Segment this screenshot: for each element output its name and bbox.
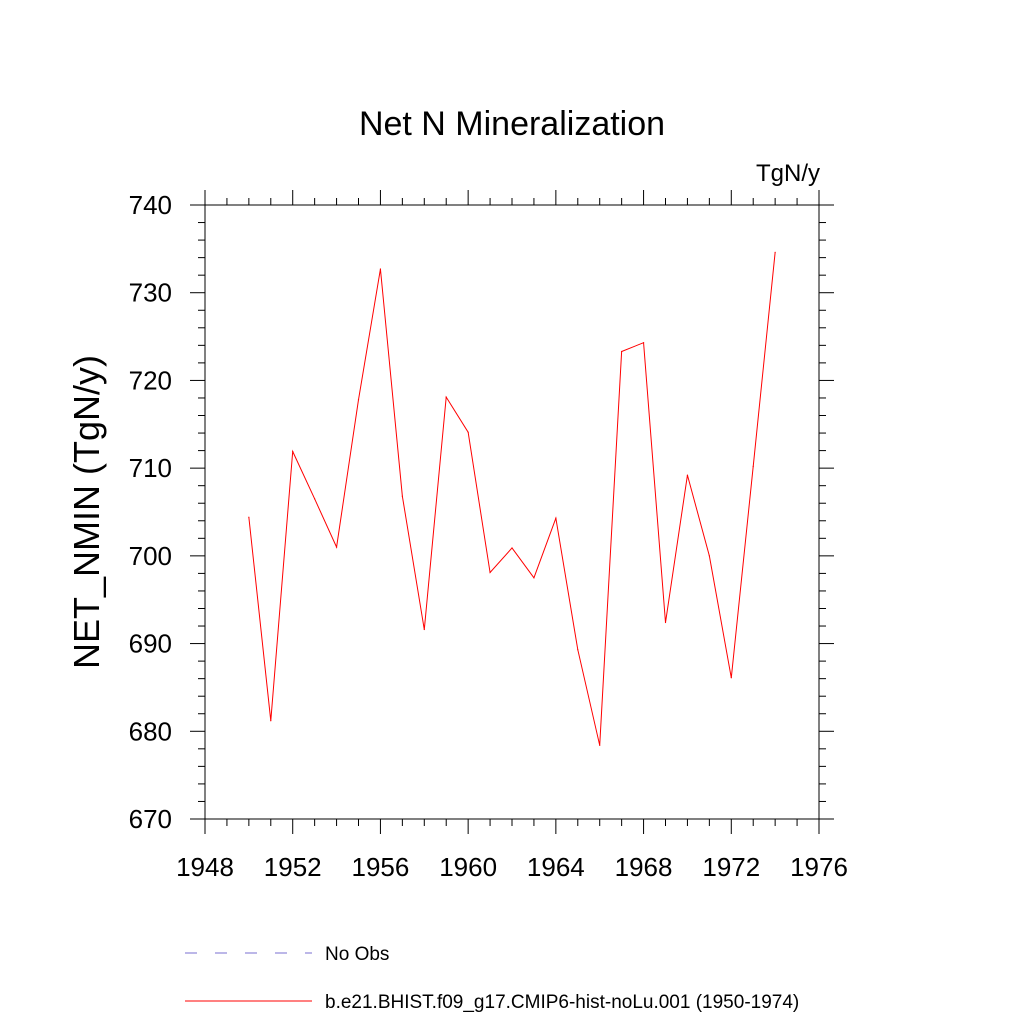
- data-point: [489, 571, 491, 574]
- data-point: [533, 577, 535, 579]
- data-point: [314, 498, 316, 500]
- data-point: [774, 251, 776, 253]
- y-tick-label: 700: [129, 541, 172, 571]
- data-point: [708, 555, 710, 557]
- data-point: [292, 450, 294, 453]
- y-tick-label: 740: [129, 190, 172, 220]
- legend-label-no-obs: No Obs: [325, 944, 389, 965]
- x-tick-labels: 1948 1952 1956 1960 1964 1968 1972 1976: [176, 852, 848, 882]
- x-tick-label: 1952: [264, 852, 322, 882]
- data-point: [270, 720, 272, 722]
- data-point: [752, 465, 754, 467]
- data-point: [642, 342, 645, 344]
- x-tick-label: 1956: [352, 852, 410, 882]
- x-tick-label: 1976: [790, 852, 848, 882]
- data-point: [599, 744, 601, 746]
- legend-label-run: b.e21.BHIST.f09_g17.CMIP6-hist-noLu.001 …: [325, 992, 799, 1013]
- chart-title: Net N Mineralization: [359, 105, 665, 143]
- x-tick-label: 1964: [527, 852, 585, 882]
- data-point: [577, 649, 579, 651]
- y-tick-label: 670: [129, 804, 172, 834]
- x-tick-label: 1972: [702, 852, 760, 882]
- data-point: [621, 350, 623, 353]
- y-tick-label: 690: [129, 629, 172, 659]
- y-axis-label: NET_NMIN (TgN/y): [66, 355, 107, 669]
- x-tick-label: 1960: [439, 852, 497, 882]
- data-point: [423, 628, 425, 631]
- data-point: [664, 621, 667, 624]
- data-point: [248, 516, 250, 518]
- data-point: [467, 431, 469, 433]
- series-layer: [248, 251, 776, 746]
- data-point: [335, 546, 338, 548]
- y-tick-label: 710: [129, 453, 172, 483]
- legend: No Obs b.e21.BHIST.f09_g17.CMIP6-hist-no…: [185, 944, 799, 1013]
- series-line: [248, 252, 776, 746]
- data-point: [730, 677, 732, 679]
- x-tick-label: 1948: [176, 852, 234, 882]
- data-point: [511, 547, 513, 549]
- plot-frame: [204, 204, 820, 820]
- y-tick-label: 720: [129, 365, 172, 395]
- y-tick-labels: 670 680 690 700 710 720 730 740: [129, 190, 172, 834]
- data-point: [357, 399, 360, 401]
- units-label: TgN/y: [756, 160, 820, 187]
- data-point: [555, 517, 557, 519]
- y-tick-label: 730: [129, 278, 172, 308]
- data-point: [445, 396, 447, 398]
- x-tick-label: 1968: [615, 852, 673, 882]
- data-point: [379, 268, 382, 270]
- axis-ticks: [190, 190, 834, 834]
- y-tick-label: 680: [129, 716, 172, 746]
- data-point: [686, 474, 689, 476]
- data-point: [401, 495, 403, 497]
